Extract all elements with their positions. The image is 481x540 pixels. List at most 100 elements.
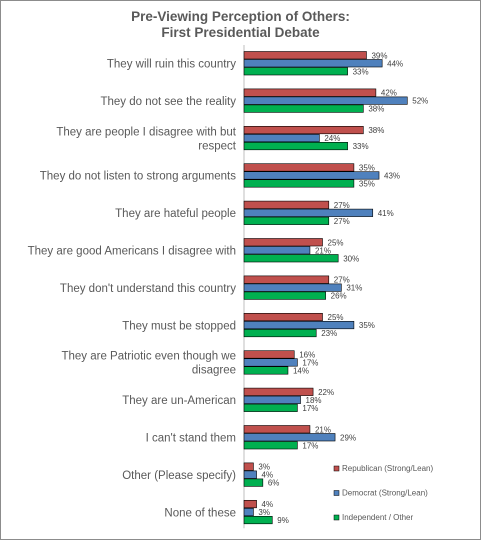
value-label-democrat-strong-lean-they-do-not-listen-to-strong-arguments: 43% bbox=[384, 172, 400, 181]
bar-republican-strong-lean-they-are-hateful-people bbox=[243, 200, 330, 209]
bar-independent-other-they-will-ruin-this-country bbox=[243, 67, 348, 76]
bar-democrat-strong-lean-they-must-be-stopped bbox=[243, 320, 355, 330]
value-label-democrat-strong-lean-none-of-these: 3% bbox=[258, 508, 270, 517]
bar-democrat-strong-lean-i-can-t-stand-them bbox=[243, 433, 336, 442]
bar-republican-strong-lean-they-are-good-americans-i-disagree-with bbox=[243, 238, 323, 247]
value-label-democrat-strong-lean-i-can-t-stand-them: 29% bbox=[340, 433, 356, 442]
bar-independent-other-they-do-not-listen-to-strong-arguments bbox=[243, 179, 355, 188]
value-label-republican-strong-lean-they-must-be-stopped: 25% bbox=[328, 313, 344, 322]
legend-label-republican-strong-lean: Republican (Strong/Lean) bbox=[342, 464, 434, 473]
category-label-they-are-people-i-disagree-with-but-respect: They are people I disagree with but respe… bbox=[56, 126, 236, 152]
bar-democrat-strong-lean-they-do-not-see-the-reality bbox=[243, 96, 408, 105]
bar-republican-strong-lean-they-don-t-understand-this-country bbox=[243, 275, 330, 284]
value-label-democrat-strong-lean-they-are-hateful-people: 41% bbox=[378, 209, 394, 218]
legend-label-democrat-strong-lean: Democrat (Strong/Lean) bbox=[342, 489, 428, 498]
value-label-independent-other-they-do-not-see-the-reality: 38% bbox=[368, 105, 384, 114]
value-label-republican-strong-lean-they-are-patriotic-even-though-we-disagree: 16% bbox=[299, 351, 315, 360]
bar-independent-other-they-are-un-american bbox=[243, 403, 298, 412]
bar-republican-strong-lean-they-are-people-i-disagree-with-but-respect bbox=[243, 126, 364, 135]
bar-independent-other-other-please-specify bbox=[243, 478, 264, 487]
value-label-independent-other-they-do-not-listen-to-strong-arguments: 35% bbox=[359, 180, 375, 189]
bar-democrat-strong-lean-they-don-t-understand-this-country bbox=[243, 283, 342, 292]
value-label-republican-strong-lean-they-are-un-american: 22% bbox=[318, 388, 334, 397]
value-label-independent-other-other-please-specify: 6% bbox=[268, 479, 280, 488]
value-label-republican-strong-lean-they-are-hateful-people: 27% bbox=[334, 201, 350, 210]
value-label-independent-other-i-can-t-stand-them: 17% bbox=[302, 441, 318, 450]
bar-republican-strong-lean-they-must-be-stopped bbox=[243, 312, 323, 322]
bar-democrat-strong-lean-they-are-good-americans-i-disagree-with bbox=[243, 246, 311, 255]
value-label-democrat-strong-lean-they-do-not-see-the-reality: 52% bbox=[412, 97, 428, 106]
value-label-republican-strong-lean-none-of-these: 4% bbox=[262, 500, 274, 509]
bar-republican-strong-lean-other-please-specify bbox=[243, 462, 254, 471]
bar-democrat-strong-lean-they-will-ruin-this-country bbox=[243, 59, 383, 68]
bar-independent-other-i-can-t-stand-them bbox=[243, 441, 298, 450]
value-label-independent-other-they-don-t-understand-this-country: 26% bbox=[331, 292, 347, 301]
category-label-none-of-these: None of these bbox=[164, 507, 236, 519]
value-label-republican-strong-lean-they-are-people-i-disagree-with-but-respect: 38% bbox=[368, 126, 384, 135]
value-label-republican-strong-lean-they-do-not-see-the-reality: 42% bbox=[381, 89, 397, 98]
bar-independent-other-they-must-be-stopped bbox=[243, 328, 317, 338]
value-label-independent-other-they-are-hateful-people: 27% bbox=[334, 217, 350, 226]
value-label-democrat-strong-lean-they-are-patriotic-even-though-we-disagree: 17% bbox=[302, 359, 318, 368]
bar-republican-strong-lean-i-can-t-stand-them bbox=[243, 425, 311, 434]
legend-label-independent-other: Independent / Other bbox=[342, 513, 414, 522]
category-label-they-are-un-american: They are un-American bbox=[122, 395, 236, 407]
bar-republican-strong-lean-they-do-not-see-the-reality bbox=[243, 88, 377, 97]
value-label-republican-strong-lean-they-do-not-listen-to-strong-arguments: 35% bbox=[359, 164, 375, 173]
value-label-republican-strong-lean-they-will-ruin-this-country: 39% bbox=[371, 51, 387, 60]
category-label-they-will-ruin-this-country: They will ruin this country bbox=[107, 59, 236, 71]
bar-republican-strong-lean-they-are-patriotic-even-though-we-disagree bbox=[243, 350, 295, 359]
bar-republican-strong-lean-they-will-ruin-this-country bbox=[243, 51, 367, 60]
bar-independent-other-they-are-patriotic-even-though-we-disagree bbox=[243, 366, 289, 375]
category-label-they-do-not-listen-to-strong-arguments: They do not listen to strong arguments bbox=[40, 171, 236, 183]
bar-republican-strong-lean-none-of-these bbox=[243, 499, 257, 509]
bar-democrat-strong-lean-other-please-specify bbox=[243, 470, 257, 479]
category-label-they-are-patriotic-even-though-we-disagree: They are Patriotic even though we disagre… bbox=[61, 351, 236, 377]
bar-democrat-strong-lean-they-are-people-i-disagree-with-but-respect bbox=[243, 134, 320, 143]
value-label-democrat-strong-lean-they-don-t-understand-this-country: 31% bbox=[346, 284, 362, 293]
category-label-they-must-be-stopped: They must be stopped bbox=[122, 320, 236, 332]
bar-republican-strong-lean-they-are-un-american bbox=[243, 387, 314, 396]
value-label-independent-other-they-will-ruin-this-country: 33% bbox=[353, 67, 369, 76]
bar-independent-other-they-don-t-understand-this-country bbox=[243, 291, 326, 300]
bar-democrat-strong-lean-they-are-un-american bbox=[243, 395, 301, 404]
category-label-they-don-t-understand-this-country: They don't understand this country bbox=[60, 283, 236, 295]
chart-title: Pre-Viewing Perception of Others: First … bbox=[1, 9, 480, 41]
value-label-independent-other-they-are-un-american: 17% bbox=[302, 404, 318, 413]
category-label-i-can-t-stand-them: I can't stand them bbox=[146, 433, 236, 445]
value-label-republican-strong-lean-other-please-specify: 3% bbox=[258, 463, 270, 472]
chart-title-line-1: Pre-Viewing Perception of Others: bbox=[131, 9, 350, 24]
bar-democrat-strong-lean-they-do-not-listen-to-strong-arguments bbox=[243, 171, 380, 180]
bar-democrat-strong-lean-they-are-hateful-people bbox=[243, 208, 374, 217]
value-label-independent-other-they-are-patriotic-even-though-we-disagree: 14% bbox=[293, 367, 309, 376]
value-label-democrat-strong-lean-they-must-be-stopped: 35% bbox=[359, 321, 375, 330]
value-label-democrat-strong-lean-they-are-people-i-disagree-with-but-respect: 24% bbox=[324, 134, 340, 143]
bar-independent-other-they-are-people-i-disagree-with-but-respect bbox=[243, 142, 348, 151]
value-label-independent-other-they-must-be-stopped: 23% bbox=[321, 329, 337, 338]
bar-democrat-strong-lean-they-are-patriotic-even-though-we-disagree bbox=[243, 358, 298, 367]
value-label-independent-other-none-of-these: 9% bbox=[277, 516, 289, 525]
bar-democrat-strong-lean-none-of-these bbox=[243, 507, 254, 517]
value-label-democrat-strong-lean-other-please-specify: 4% bbox=[262, 471, 274, 480]
category-label-they-do-not-see-the-reality: They do not see the reality bbox=[100, 96, 236, 108]
value-label-democrat-strong-lean-they-are-good-americans-i-disagree-with: 21% bbox=[315, 246, 331, 255]
bar-independent-other-none-of-these bbox=[243, 515, 273, 525]
legend-swatch-democrat-strong-lean bbox=[333, 490, 340, 496]
bar-independent-other-they-are-good-americans-i-disagree-with bbox=[243, 254, 339, 263]
bar-independent-other-they-do-not-see-the-reality bbox=[243, 104, 364, 113]
value-label-democrat-strong-lean-they-will-ruin-this-country: 44% bbox=[387, 59, 403, 68]
value-label-independent-other-they-are-people-i-disagree-with-but-respect: 33% bbox=[353, 142, 369, 151]
bar-independent-other-they-are-hateful-people bbox=[243, 216, 330, 225]
value-label-democrat-strong-lean-they-are-un-american: 18% bbox=[306, 396, 322, 405]
category-label-they-are-hateful-people: They are hateful people bbox=[115, 208, 236, 220]
value-label-republican-strong-lean-they-don-t-understand-this-country: 27% bbox=[334, 276, 350, 285]
category-label-they-are-good-americans-i-disagree-with: They are good Americans I disagree with bbox=[28, 246, 236, 258]
legend-swatch-independent-other bbox=[333, 514, 340, 521]
value-label-independent-other-they-are-good-americans-i-disagree-with: 30% bbox=[343, 254, 359, 263]
legend-swatch-republican-strong-lean bbox=[333, 465, 340, 472]
bar-republican-strong-lean-they-do-not-listen-to-strong-arguments bbox=[243, 163, 355, 172]
category-label-other-please-specify: Other (Please specify) bbox=[122, 470, 236, 482]
value-label-republican-strong-lean-i-can-t-stand-them: 21% bbox=[315, 425, 331, 434]
